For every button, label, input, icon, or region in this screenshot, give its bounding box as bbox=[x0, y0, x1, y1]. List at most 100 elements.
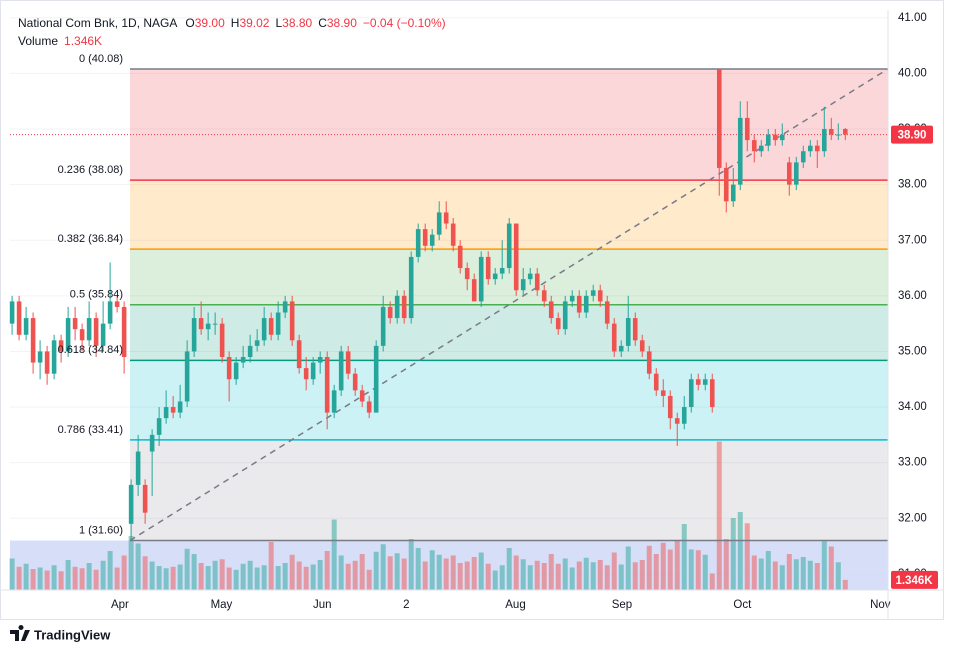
candle-body bbox=[9, 301, 15, 324]
candle-body bbox=[541, 290, 547, 302]
candle-body bbox=[37, 351, 43, 363]
volume-bar bbox=[408, 539, 414, 590]
candle-body bbox=[555, 318, 561, 330]
candle-body bbox=[744, 117, 750, 141]
volume-bar bbox=[51, 565, 57, 590]
candle-body bbox=[842, 129, 848, 135]
volume-bar bbox=[492, 570, 498, 590]
volume-bar bbox=[100, 560, 106, 590]
candle-body bbox=[296, 340, 302, 369]
volume-bar bbox=[786, 554, 792, 590]
volume-bar bbox=[331, 519, 337, 590]
volume-bar bbox=[632, 562, 638, 590]
candle-body bbox=[254, 340, 260, 346]
legend-value: 39.00 bbox=[195, 16, 225, 30]
volume-bar bbox=[247, 560, 253, 590]
volume-bar bbox=[212, 560, 218, 590]
volume-bar bbox=[604, 565, 610, 590]
candle-body bbox=[415, 229, 421, 257]
volume-bar bbox=[156, 566, 162, 590]
x-tick-label: May bbox=[211, 599, 233, 611]
volume-bar bbox=[527, 565, 533, 590]
candle-body bbox=[282, 301, 288, 313]
fib-level-label: 0.786 (33.41) bbox=[58, 424, 123, 436]
candle-body bbox=[58, 340, 64, 352]
y-tick-label: 40.00 bbox=[898, 67, 927, 79]
volume-tag bbox=[891, 570, 938, 589]
candle-body bbox=[835, 134, 841, 136]
y-tick-label: 32.00 bbox=[898, 512, 927, 524]
candle-body bbox=[646, 351, 652, 374]
candle-body bbox=[331, 390, 337, 413]
fib-level-label: 0.5 (35.84) bbox=[70, 289, 123, 301]
candle-body bbox=[730, 184, 736, 202]
candle-body bbox=[688, 379, 694, 408]
volume-bar bbox=[79, 568, 85, 590]
volume-bar bbox=[450, 555, 456, 590]
volume-bar bbox=[513, 555, 519, 590]
last-price-tag bbox=[891, 125, 933, 144]
candle-body bbox=[198, 318, 204, 330]
fib-trend-line bbox=[129, 68, 889, 542]
volume-bar bbox=[275, 566, 281, 590]
candle-body bbox=[674, 418, 680, 424]
volume-bar bbox=[37, 567, 43, 590]
candle-body bbox=[149, 434, 155, 452]
y-tick-label: 33.00 bbox=[898, 457, 927, 469]
volume-bar bbox=[667, 549, 673, 590]
candle-body bbox=[520, 279, 526, 291]
symbol-name: National Com Bnk, 1D, NAGA bbox=[18, 16, 177, 30]
volume-bar bbox=[366, 569, 372, 590]
volume-bar bbox=[163, 568, 169, 590]
legend-key: H bbox=[231, 16, 240, 30]
volume-bar bbox=[835, 562, 841, 590]
candle-body bbox=[821, 129, 827, 152]
volume-bar bbox=[30, 569, 36, 590]
volume-legend: Volume 1.346K bbox=[18, 34, 102, 48]
candle-body bbox=[751, 140, 757, 152]
legend-change: −0.04 (−0.10%) bbox=[363, 16, 446, 30]
volume-bar bbox=[268, 542, 274, 590]
candle-body bbox=[408, 256, 414, 319]
fib-level-label: 0.236 (38.08) bbox=[58, 164, 123, 176]
volume-bar bbox=[107, 551, 113, 590]
candle-body bbox=[72, 318, 78, 330]
volume-bar bbox=[569, 567, 575, 590]
legend-line: National Com Bnk, 1D, NAGA O39.00 H39.02 L3… bbox=[18, 16, 446, 30]
volume-bar bbox=[254, 567, 260, 590]
volume-bar bbox=[387, 556, 393, 590]
volume-bar bbox=[352, 560, 358, 590]
logo-icon bbox=[10, 625, 30, 641]
candle-body bbox=[205, 323, 211, 330]
candle-body bbox=[464, 268, 470, 280]
volume-bar bbox=[660, 542, 666, 590]
volume-bar bbox=[541, 563, 547, 590]
candle-body bbox=[429, 234, 435, 246]
volume-bar bbox=[639, 560, 645, 590]
candle-body bbox=[303, 368, 309, 380]
volume-bar bbox=[303, 566, 309, 590]
last-price-label: 38.90 bbox=[898, 130, 927, 142]
candle-body bbox=[758, 145, 764, 152]
candle-body bbox=[86, 318, 92, 341]
volume-bar bbox=[394, 553, 400, 590]
candle-body bbox=[562, 301, 568, 330]
volume-bar bbox=[611, 552, 617, 590]
candle-body bbox=[212, 323, 218, 325]
labels-layer: 31.0032.0033.0034.0035.0036.0037.0038.00… bbox=[18, 12, 938, 611]
volume-bar bbox=[114, 567, 120, 590]
volume-tag-label: 1.346K bbox=[895, 575, 933, 587]
fib-level-label: 0.618 (34.84) bbox=[58, 344, 123, 356]
volume-bar bbox=[471, 557, 477, 590]
volume-bar bbox=[422, 561, 428, 590]
candle-body bbox=[380, 306, 386, 346]
volume-bar bbox=[317, 560, 323, 590]
volume-bar bbox=[464, 561, 470, 590]
candle-body bbox=[114, 301, 120, 307]
volume-bar bbox=[58, 571, 64, 590]
candle-body bbox=[772, 134, 778, 141]
candle-body bbox=[324, 356, 330, 413]
volume-bar bbox=[16, 566, 22, 590]
